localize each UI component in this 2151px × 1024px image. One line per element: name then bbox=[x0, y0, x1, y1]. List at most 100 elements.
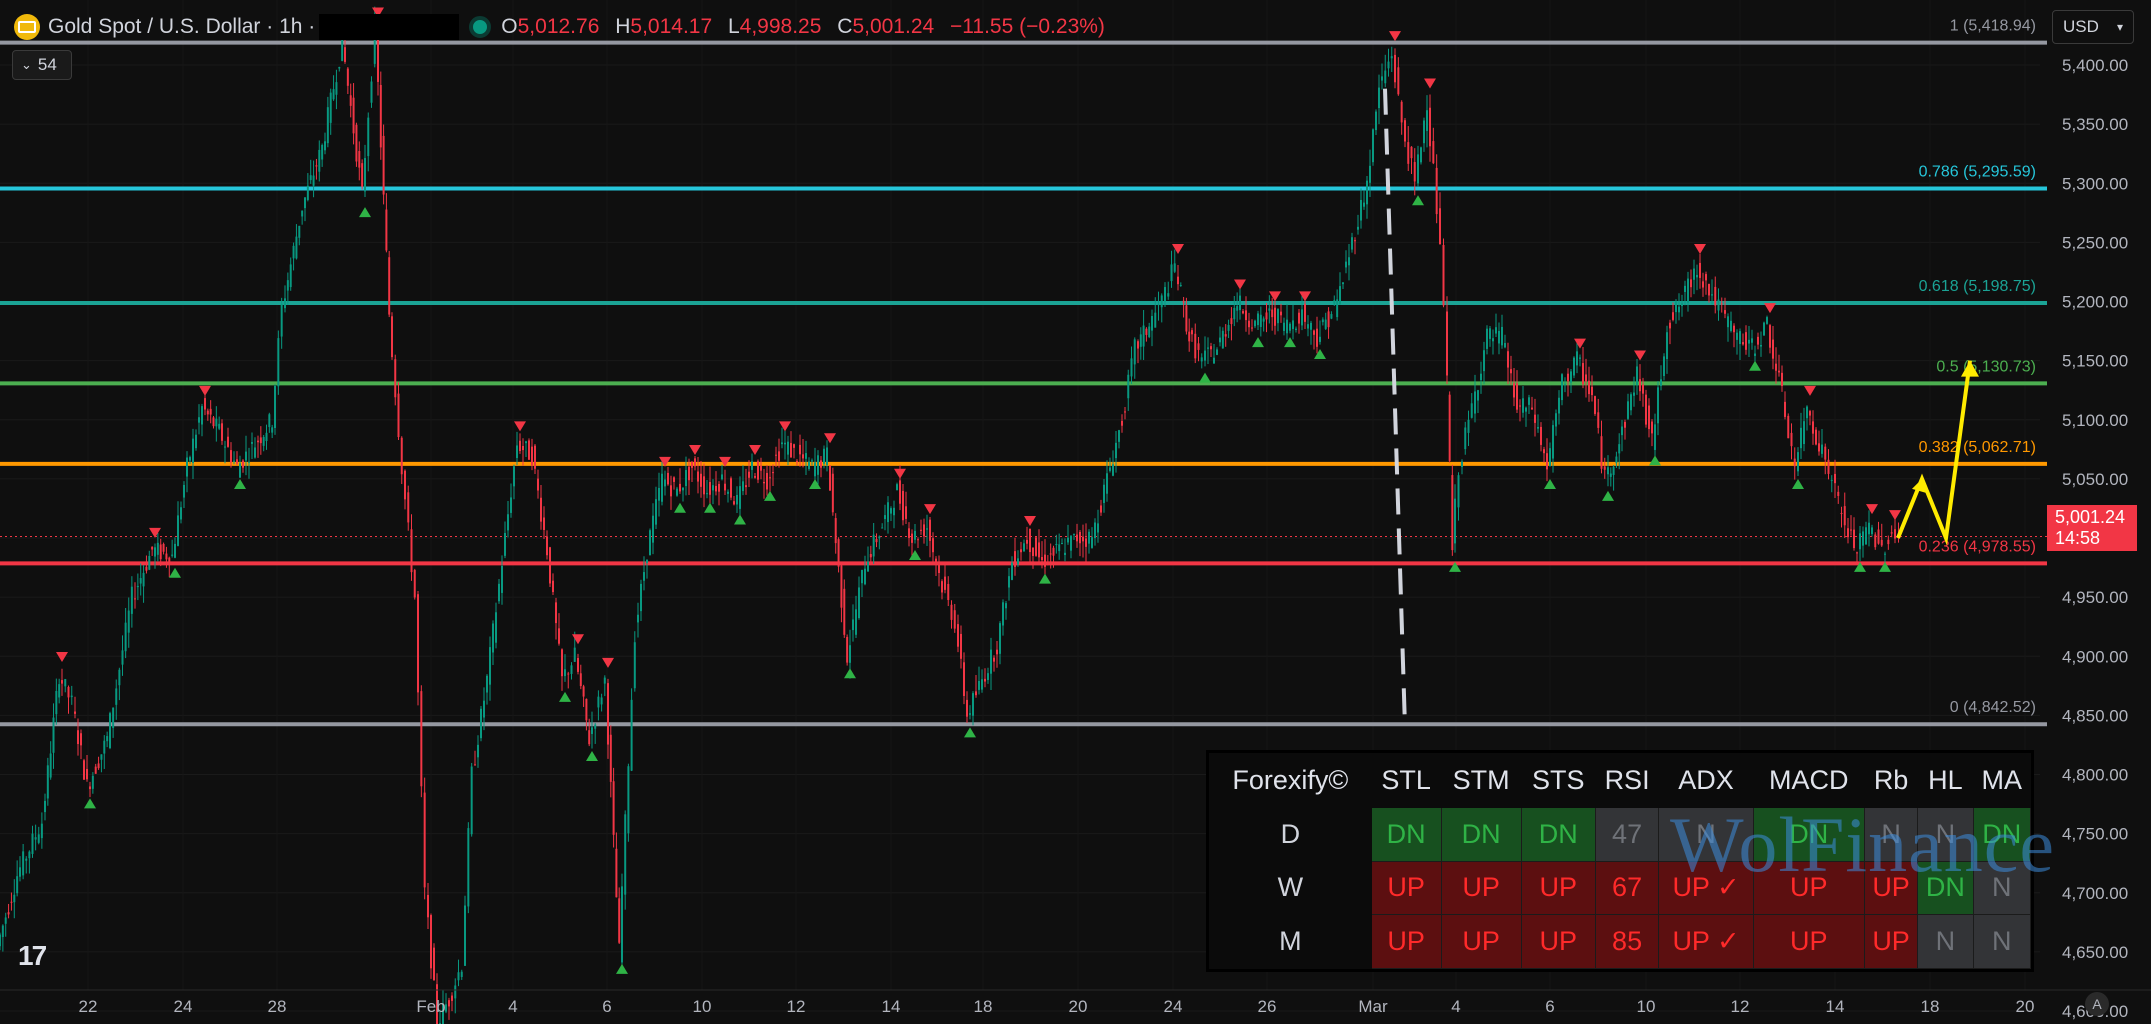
candle-body bbox=[1188, 331, 1191, 342]
candle-body bbox=[31, 833, 34, 854]
candle-body bbox=[1210, 346, 1212, 350]
candle-body bbox=[890, 508, 892, 514]
candle-body bbox=[820, 460, 822, 468]
candle-body bbox=[1534, 414, 1536, 423]
candle-body bbox=[621, 886, 623, 963]
candle-body bbox=[329, 92, 332, 123]
candle-body bbox=[404, 470, 406, 500]
candle-body bbox=[1552, 425, 1554, 459]
candle-body bbox=[929, 519, 931, 541]
candle-body bbox=[902, 490, 904, 521]
candle-body bbox=[1454, 498, 1456, 544]
candle-body bbox=[1818, 443, 1820, 452]
buy-signal-marker bbox=[844, 668, 856, 679]
tradingview-logo-icon[interactable]: 17 bbox=[18, 940, 47, 971]
candle-body bbox=[159, 544, 162, 560]
candle-body bbox=[1139, 334, 1142, 347]
signal-cell: DN bbox=[1440, 806, 1522, 862]
candle-body bbox=[630, 699, 633, 771]
candle-body bbox=[1277, 309, 1279, 324]
candle-body bbox=[341, 30, 344, 61]
candle-body bbox=[192, 438, 194, 464]
change-value: −11.55 (−0.23%) bbox=[950, 15, 1105, 38]
x-tick-label: Mar bbox=[1358, 997, 1388, 1016]
candle-body bbox=[1151, 316, 1153, 331]
candle-body bbox=[1558, 397, 1560, 414]
price-axis: 5,400.00 5,350.00 5,300.00 5,250.00 5,200.00… bbox=[2062, 56, 2128, 1021]
x-tick-label: 24 bbox=[1164, 997, 1183, 1016]
candle-body bbox=[808, 461, 810, 469]
candle-body bbox=[344, 47, 346, 62]
candle-body bbox=[540, 497, 542, 522]
currency-select[interactable]: USD ▾ bbox=[2052, 10, 2134, 44]
signal-cell: UP ✓ bbox=[1658, 914, 1754, 969]
col-header: STM bbox=[1440, 753, 1522, 808]
candle-body bbox=[1843, 506, 1846, 526]
candle-body bbox=[1645, 394, 1647, 425]
signal-cell: UP bbox=[1440, 914, 1522, 969]
symbol-title[interactable]: Gold Spot / U.S. Dollar · 1h · bbox=[48, 15, 316, 38]
candle-body bbox=[607, 683, 609, 745]
candle-body bbox=[373, 19, 376, 64]
candle-body bbox=[763, 481, 765, 484]
candle-body bbox=[498, 583, 500, 602]
x-tick-label: 10 bbox=[1637, 997, 1656, 1016]
candle-body bbox=[349, 95, 352, 106]
candle-body bbox=[58, 684, 61, 698]
candle-body bbox=[1245, 310, 1247, 321]
candle-body bbox=[385, 209, 388, 251]
candle-body bbox=[1100, 505, 1102, 513]
candle-body bbox=[1271, 309, 1274, 318]
buy-signal-marker bbox=[1314, 348, 1326, 359]
candle-body bbox=[1513, 383, 1515, 398]
candle-body bbox=[1207, 347, 1209, 349]
candle-body bbox=[1489, 328, 1491, 339]
signal-cell: DN bbox=[1520, 806, 1596, 862]
buy-signal-marker bbox=[1412, 195, 1424, 206]
row-daily: D DN DN DN 47 N DN N N DN bbox=[1209, 806, 2032, 862]
candle-body bbox=[1067, 537, 1069, 543]
symbol-header[interactable]: Gold Spot / U.S. Dollar · 1h · O5,012.76… bbox=[14, 12, 1105, 42]
candle-body bbox=[80, 733, 82, 746]
sell-signal-marker bbox=[1866, 504, 1878, 515]
candle-body bbox=[1390, 56, 1393, 59]
candle-body bbox=[1029, 528, 1031, 553]
candle-body bbox=[1394, 54, 1396, 83]
candle-body bbox=[588, 730, 591, 745]
candle-body bbox=[1259, 314, 1262, 327]
candle-body bbox=[467, 828, 470, 907]
candle-body bbox=[504, 532, 506, 556]
candle-body bbox=[1410, 146, 1413, 159]
auto-scale-button[interactable]: A bbox=[2085, 992, 2109, 1016]
candle-body bbox=[49, 753, 52, 778]
candle-body bbox=[1369, 165, 1371, 183]
candle-body bbox=[379, 84, 382, 148]
candle-body bbox=[257, 440, 259, 443]
row-label: D bbox=[1209, 806, 1372, 862]
candle-body bbox=[1423, 120, 1425, 144]
buy-signal-marker bbox=[586, 751, 598, 762]
candle-body bbox=[612, 781, 615, 835]
indicators-collapse-button[interactable]: ⌄ 54 bbox=[12, 50, 72, 80]
candle-body bbox=[112, 707, 115, 728]
candle-body bbox=[661, 473, 663, 502]
signal-cell: N bbox=[1658, 806, 1754, 862]
candle-body bbox=[377, 32, 379, 82]
candle-body bbox=[814, 462, 816, 477]
candle-body bbox=[171, 554, 174, 556]
candle-body bbox=[1639, 379, 1641, 392]
candle-body bbox=[1724, 310, 1726, 314]
candle-body bbox=[86, 768, 88, 780]
candle-body bbox=[688, 466, 690, 481]
sell-signal-marker bbox=[779, 421, 791, 432]
low-label: L bbox=[727, 15, 740, 38]
buy-signal-marker bbox=[1252, 337, 1264, 348]
buy-signal-marker bbox=[234, 479, 246, 490]
bar-countdown: 14:58 bbox=[2055, 528, 2101, 548]
candle-body bbox=[597, 696, 600, 708]
candle-body bbox=[805, 453, 807, 459]
candle-body bbox=[248, 461, 250, 463]
x-tick-label: 20 bbox=[1069, 997, 1088, 1016]
candle-body bbox=[367, 117, 370, 157]
